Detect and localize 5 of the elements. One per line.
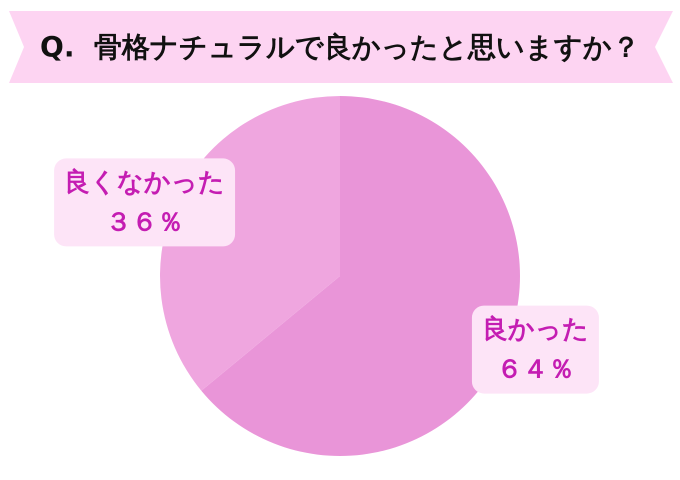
chart-title: Q. 骨格ナチュラルで良かったと思いますか？ (40, 30, 640, 64)
slice-label: 良かった (482, 314, 589, 345)
slice-label: 良くなかった (64, 167, 226, 198)
data-label: ６４％ (496, 354, 574, 385)
data-label: ３６％ (106, 207, 184, 238)
